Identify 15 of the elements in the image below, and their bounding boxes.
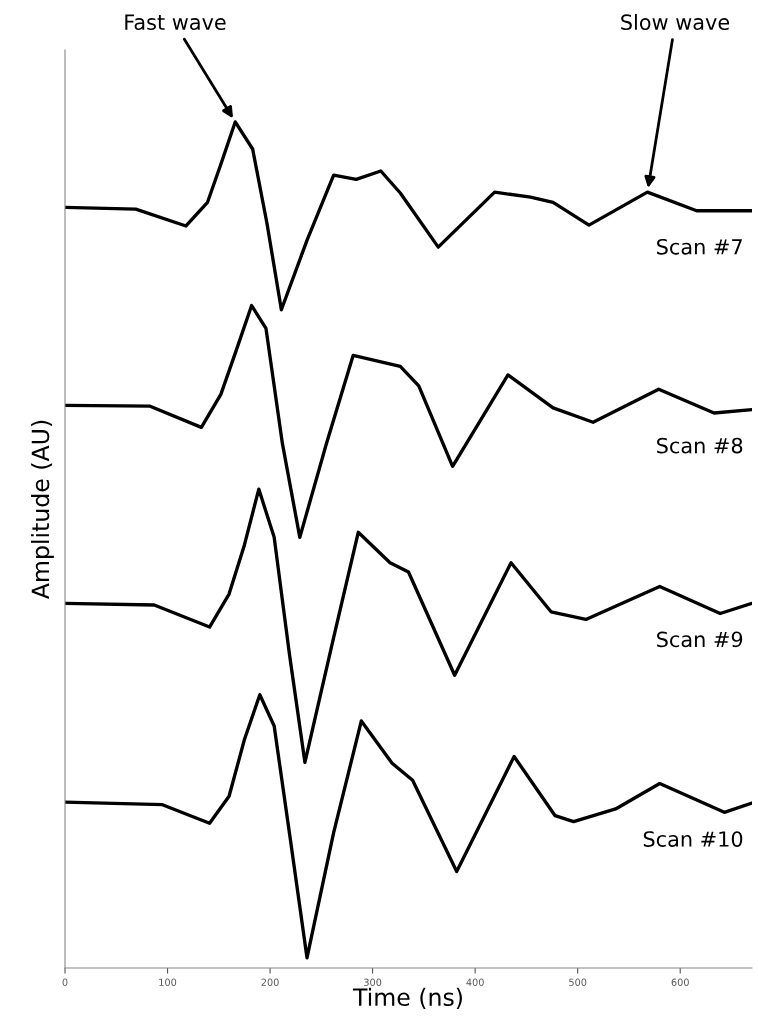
x-tick-label: 200	[261, 978, 279, 986]
annotation: Fast wave	[125, 14, 226, 31]
x-tick-label: 300	[364, 978, 382, 986]
series-label: Scan #9	[657, 631, 743, 648]
y-axis-title: Amplitude (AU)	[31, 420, 54, 599]
x-tick-label: 100	[159, 978, 177, 986]
x-axis-title: Time (ns)	[352, 987, 462, 1009]
series-label: Scan #8	[657, 437, 743, 454]
x-tick-label: 500	[569, 978, 587, 986]
x-tick-label: 0	[62, 978, 68, 986]
series-label: Scan #7	[657, 238, 742, 255]
x-tick-label: 400	[466, 978, 484, 986]
x-tick-label: 600	[671, 978, 689, 986]
annotation: Slow wave	[621, 13, 730, 31]
series-label: Scan #10	[643, 831, 743, 847]
